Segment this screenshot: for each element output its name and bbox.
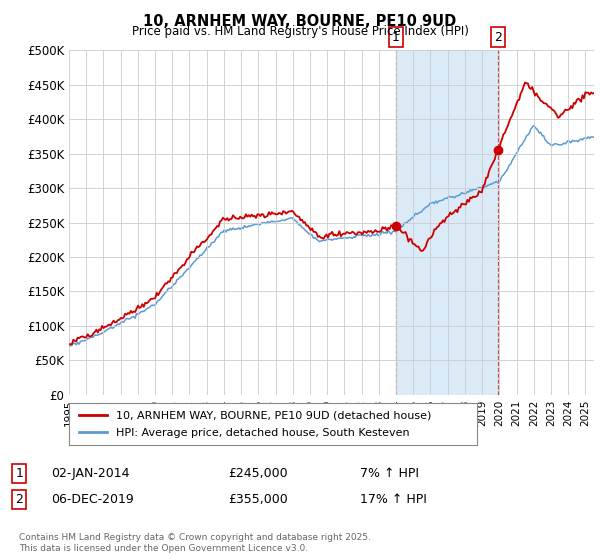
Text: Contains HM Land Registry data © Crown copyright and database right 2025.
This d: Contains HM Land Registry data © Crown c…	[19, 533, 371, 553]
Text: 2: 2	[494, 30, 502, 44]
Text: 1: 1	[15, 466, 23, 480]
Legend: 10, ARNHEM WAY, BOURNE, PE10 9UD (detached house), HPI: Average price, detached : 10, ARNHEM WAY, BOURNE, PE10 9UD (detach…	[74, 407, 436, 442]
Text: £355,000: £355,000	[228, 493, 288, 506]
Text: 7% ↑ HPI: 7% ↑ HPI	[360, 466, 419, 480]
Text: 1: 1	[392, 30, 400, 44]
Text: 17% ↑ HPI: 17% ↑ HPI	[360, 493, 427, 506]
Text: 06-DEC-2019: 06-DEC-2019	[51, 493, 134, 506]
Text: 02-JAN-2014: 02-JAN-2014	[51, 466, 130, 480]
Text: Price paid vs. HM Land Registry's House Price Index (HPI): Price paid vs. HM Land Registry's House …	[131, 25, 469, 38]
Bar	[396, 50, 498, 395]
Text: £245,000: £245,000	[228, 466, 287, 480]
Text: 2: 2	[15, 493, 23, 506]
Text: 10, ARNHEM WAY, BOURNE, PE10 9UD: 10, ARNHEM WAY, BOURNE, PE10 9UD	[143, 14, 457, 29]
